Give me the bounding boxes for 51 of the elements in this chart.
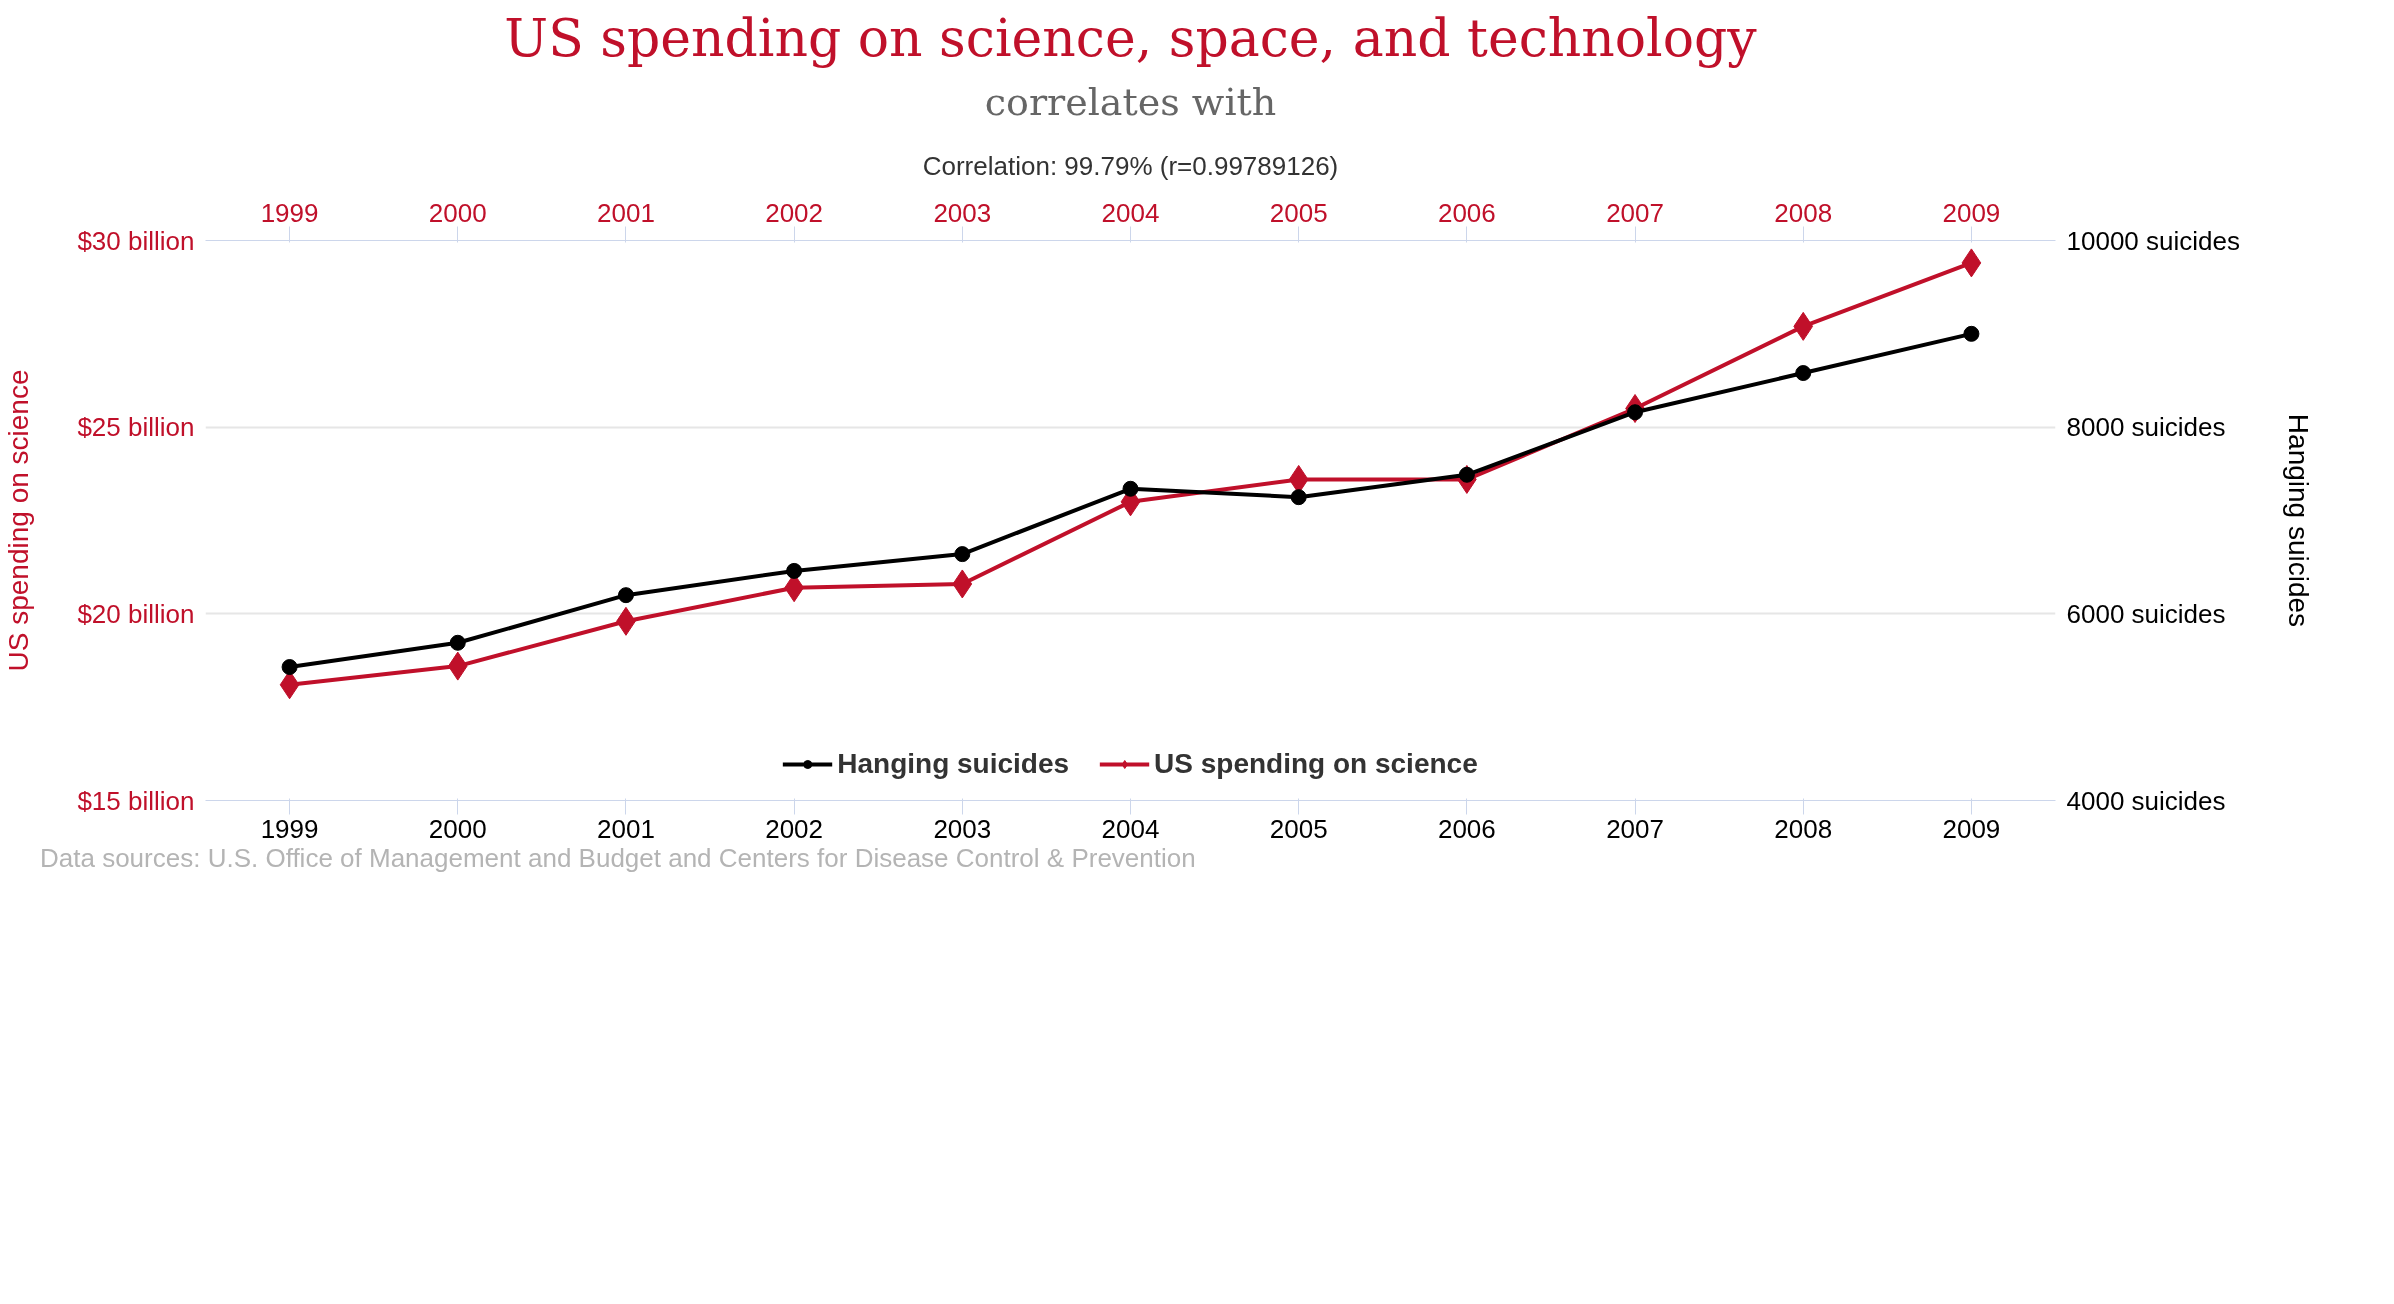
y-axis-title: US spending on science [3,369,35,672]
x2-tick-label: 2000 [428,813,487,844]
y2-axis-title: Hanging suicides [2282,413,2314,628]
point [1290,489,1307,506]
point [447,651,468,681]
x-tick-label: 2004 [1101,197,1160,228]
y2-tick-label: 8000 suicides [2066,412,2226,443]
x-tick-label: 2006 [1437,197,1496,228]
point [449,634,466,651]
x2-tick-label: 2006 [1437,813,1496,844]
legend-label: Hanging suicides [837,748,1070,780]
x2-tick-label: 2004 [1101,813,1160,844]
x2-tick-label: 2005 [1269,813,1328,844]
point [786,562,803,579]
y-tick-label: $25 billion [77,412,195,443]
x-tick-label: 2008 [1774,197,1833,228]
x-tick-label: 2009 [1942,197,2001,228]
chart-subtitle: correlates with [984,79,1277,124]
point [1961,248,1982,278]
y-tick-label: $20 billion [77,598,195,629]
point [617,587,634,604]
x-tick-label: 2005 [1269,197,1328,228]
x2-tick-label: 2007 [1606,813,1664,844]
y2-tick-label: 6000 suicides [2066,598,2226,629]
x2-tick-label: 2001 [597,813,655,844]
text: Correlation: 99.79% (r=0.99789126) [922,150,1339,181]
point [952,569,973,599]
x2-tick-label: 2002 [765,813,824,844]
legend-label: US spending on science [1154,748,1478,780]
x2-tick-label: 1999 [260,813,319,844]
x-tick-label: 2000 [428,197,487,228]
point [1795,365,1812,382]
x2-tick-label: 2003 [933,813,992,844]
text: Data sources: U.S. Office of Management and Budget and Centers for Disease Control & Prevention [40,842,1196,875]
y-tick-label: $15 billion [77,785,195,816]
x2-tick-label: 2008 [1774,813,1833,844]
chart-title: US spending on science, space, and technology [504,7,1758,68]
x-tick-label: 2003 [933,197,992,228]
point [1122,480,1139,497]
x-tick-label: 2002 [765,197,824,228]
point [281,659,298,676]
y-tick-label: $30 billion [77,225,195,256]
point [1793,311,1814,341]
x-tick-label: 1999 [260,197,319,228]
x-tick-label: 2001 [597,197,655,228]
x-tick-label: 2007 [1606,197,1664,228]
x2-tick-label: 2009 [1942,813,2001,844]
point [954,546,971,563]
y2-tick-label: 4000 suicides [2066,785,2226,816]
y2-tick-label: 10000 suicides [2066,225,2240,256]
point [1963,325,1980,342]
